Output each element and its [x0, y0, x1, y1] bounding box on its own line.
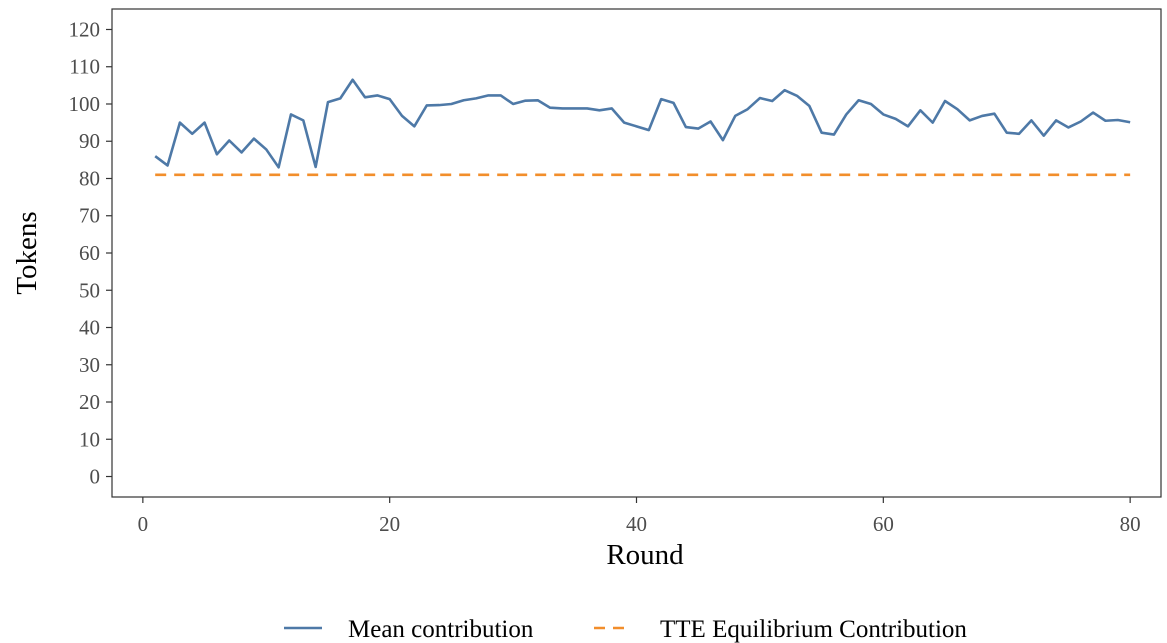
y-tick-label: 30 [79, 353, 100, 377]
y-tick-label: 40 [79, 316, 100, 340]
plot-panel [111, 8, 1162, 498]
y-tick-label: 100 [69, 92, 101, 116]
y-tick-label: 10 [79, 427, 100, 451]
y-axis-title: Tokens [11, 211, 43, 294]
y-tick-label: 110 [69, 55, 100, 79]
x-tick-label: 0 [138, 512, 149, 536]
series-layer [154, 78, 1131, 177]
y-tick-label: 60 [79, 241, 100, 265]
x-axis-title: Round [606, 539, 684, 571]
x-axis: 0 20 40 60 80 [138, 497, 1141, 536]
y-tick-label: 20 [79, 390, 100, 414]
y-tick-label: 0 [90, 465, 101, 489]
y-tick-label: 80 [79, 166, 100, 190]
legend-label-tte-equilibrium: TTE Equilibrium Contribution [660, 616, 967, 643]
legend-label-mean-contribution: Mean contribution [348, 616, 534, 643]
y-tick-label: 120 [69, 17, 101, 41]
x-tick-label: 40 [626, 512, 647, 536]
x-tick-label: 80 [1120, 512, 1141, 536]
legend: Mean contribution TTE Equilibrium Contri… [284, 616, 967, 643]
series-line-mean-contribution [154, 78, 1131, 169]
x-tick-label: 60 [873, 512, 894, 536]
y-tick-label: 70 [79, 204, 100, 228]
y-tick-label: 50 [79, 278, 100, 302]
y-axis: 0 10 20 30 40 50 60 70 80 90 100 110 120 [69, 17, 112, 489]
y-tick-label: 90 [79, 129, 100, 153]
x-tick-label: 20 [379, 512, 400, 536]
